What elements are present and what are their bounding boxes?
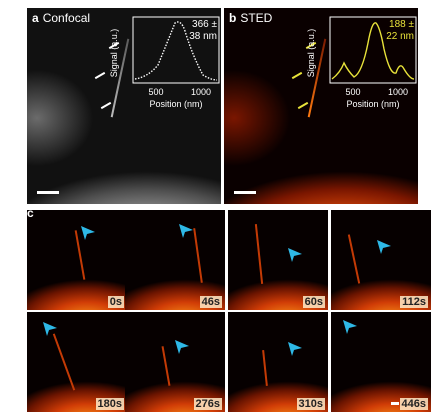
filament [52,333,76,391]
filament [254,224,264,284]
arrow-icon [343,320,357,334]
scale-bar [391,402,399,405]
panel-title: Confocal [42,11,91,25]
inset-tick: 1000 [191,87,211,97]
panel-letter: b [229,11,237,25]
filament [161,346,171,386]
inset-tick: 500 [345,87,360,97]
panel-title: STED [240,11,273,25]
arrow-icon [43,322,57,336]
fwhm-value: 366 ± [192,19,217,30]
timelapse-frame: 276s [125,312,225,412]
timestamp: 46s [199,296,222,308]
panel-c-label: c [27,206,34,220]
inset-ylabel: Signal (a.u.) [109,29,119,78]
arrow-icon [175,340,189,354]
scale-bar [37,191,59,194]
sted-profile-plot: Signal (a.u.) Position (nm) 500 1000 188… [306,16,417,109]
timelapse-frame: 0s [27,210,127,310]
timestamp: 60s [302,296,325,308]
filament [262,349,268,387]
timestamp: 446s [399,398,428,410]
arrow-icon [377,240,391,254]
panel-a-label: a Confocal [32,11,90,25]
inset-tick: 500 [148,87,163,97]
fwhm-unit: 38 nm [189,31,217,42]
fwhm-unit: 22 nm [386,31,414,42]
confocal-panel: a Confocal Signal (a.u.) Position (nm) 50… [27,8,221,204]
panel-b-label: b STED [229,11,272,25]
timestamp: 112s [400,296,428,308]
panel-letter: a [32,11,39,25]
inset-ylabel: Signal (a.u.) [306,29,316,78]
arrow-icon [81,226,95,240]
timelapse-frame: 446s [331,312,431,412]
timestamp: 310s [296,398,325,410]
arrow-icon [179,224,193,238]
timestamp: 0s [107,296,124,308]
timelapse-frame: 112s [331,210,431,310]
inset-tick: 1000 [388,87,408,97]
scale-bar [234,191,256,194]
arrow-icon [288,342,302,356]
inset-xlabel: Position (nm) [346,99,399,109]
confocal-profile-plot: Signal (a.u.) Position (nm) 500 1000 366… [109,16,220,109]
sted-panel: b STED Signal (a.u.) Position (nm) 500 10… [224,8,418,204]
timestamp: 276s [193,398,222,410]
timelapse-frame: 46s [125,210,225,310]
inset-xlabel: Position (nm) [149,99,202,109]
fwhm-value: 188 ± [389,19,414,30]
arrow-icon [288,248,302,262]
timestamp: 180s [95,398,124,410]
filament [347,234,361,284]
timelapse-frame: 310s [228,312,328,412]
timelapse-frame: 180s [27,312,127,412]
timelapse-frame: 60s [228,210,328,310]
